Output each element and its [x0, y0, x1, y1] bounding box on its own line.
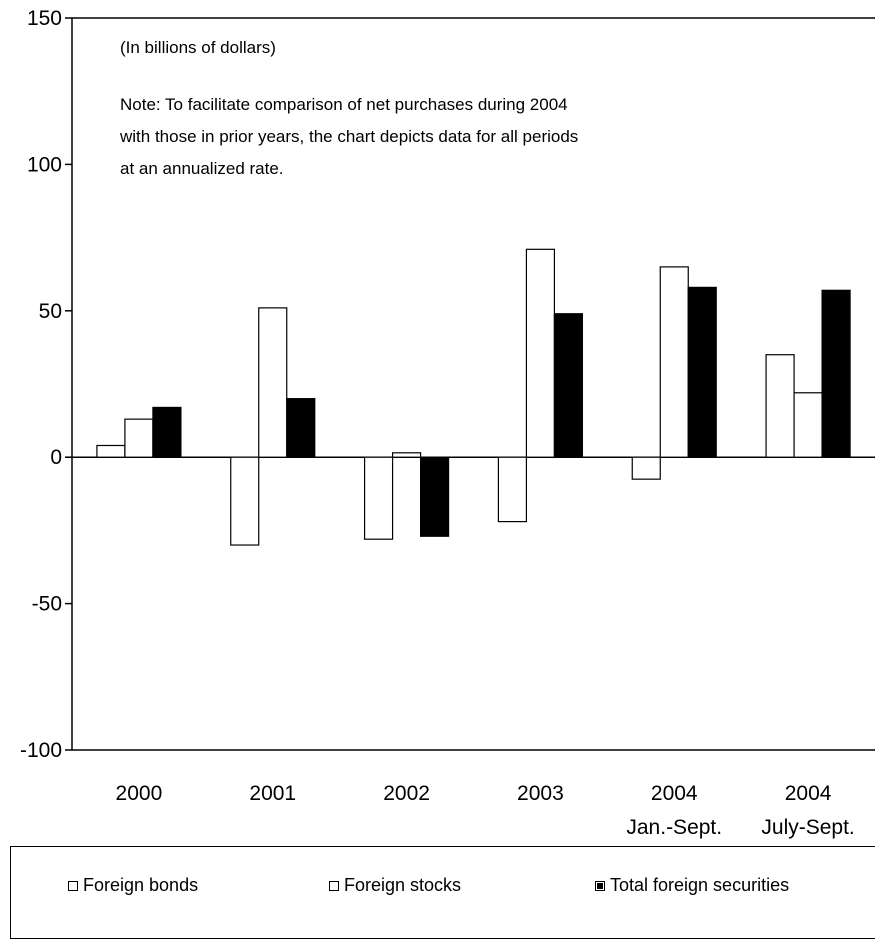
legend-label: Total foreign securities — [610, 875, 790, 895]
y-tick-label: 0 — [50, 446, 62, 469]
y-tick-label: -100 — [20, 739, 62, 762]
x-axis-labels: 2000 2001 2002 2003 2004 Jan.-Sept. 2004 July-S… — [116, 782, 855, 839]
y-tick-label: 50 — [39, 300, 62, 323]
bar — [497, 456, 528, 523]
y-axis: 150 100 50 0 -50 -100 — [20, 7, 72, 762]
bar — [687, 286, 717, 458]
legend-label: Foreign bonds — [83, 875, 199, 895]
x-tick-label-sub: July-Sept. — [761, 816, 854, 839]
x-tick-label: 2004 — [785, 782, 832, 805]
bar — [553, 313, 584, 458]
legend-swatch-hollow-icon — [329, 880, 339, 891]
x-tick-label: 2000 — [116, 782, 163, 805]
bar — [391, 452, 422, 458]
bar — [96, 444, 126, 458]
note-line-3: at an annualized rate. — [120, 159, 284, 178]
bars — [96, 248, 851, 546]
y-tick-label: 150 — [27, 7, 62, 30]
bar — [363, 456, 394, 540]
x-tick-label: 2003 — [517, 782, 564, 805]
bar — [793, 392, 823, 458]
y-tick-label: -50 — [32, 593, 62, 616]
legend-swatch-hollow-icon — [68, 880, 78, 891]
bar — [286, 398, 316, 458]
bar — [631, 456, 661, 480]
plot-frame — [65, 17, 875, 751]
x-tick-label: 2002 — [383, 782, 430, 805]
legend: Foreign bonds Foreign stocks Total forei… — [10, 846, 875, 939]
note-line-1: Note: To facilitate comparison of net pu… — [120, 95, 568, 114]
note-line-2: with those in prior years, the chart dep… — [119, 127, 578, 146]
legend-item-total-foreign-securities: Total foreign securities — [595, 875, 789, 896]
y-tick-label: 100 — [27, 153, 62, 176]
x-tick-label: 2001 — [249, 782, 296, 805]
legend-label: Foreign stocks — [344, 875, 462, 895]
bar — [821, 289, 851, 458]
x-tick-label: 2004 — [651, 782, 698, 805]
bar — [124, 418, 154, 458]
legend-swatch-filled-icon — [595, 880, 605, 891]
bar — [258, 307, 288, 458]
bar — [419, 456, 450, 537]
bar — [525, 248, 556, 458]
legend-item-foreign-stocks: Foreign stocks — [329, 875, 461, 896]
bar-chart: 150 100 50 0 -50 -100 2000 2001 2002 2003 2004 Jan… — [20, 7, 875, 839]
bar — [765, 354, 795, 458]
bar — [230, 456, 260, 546]
bar — [659, 266, 689, 458]
legend-item-foreign-bonds: Foreign bonds — [68, 875, 198, 896]
bar — [152, 406, 182, 458]
x-tick-label-sub: Jan.-Sept. — [626, 816, 722, 839]
unit-note: (In billions of dollars) — [120, 38, 276, 57]
